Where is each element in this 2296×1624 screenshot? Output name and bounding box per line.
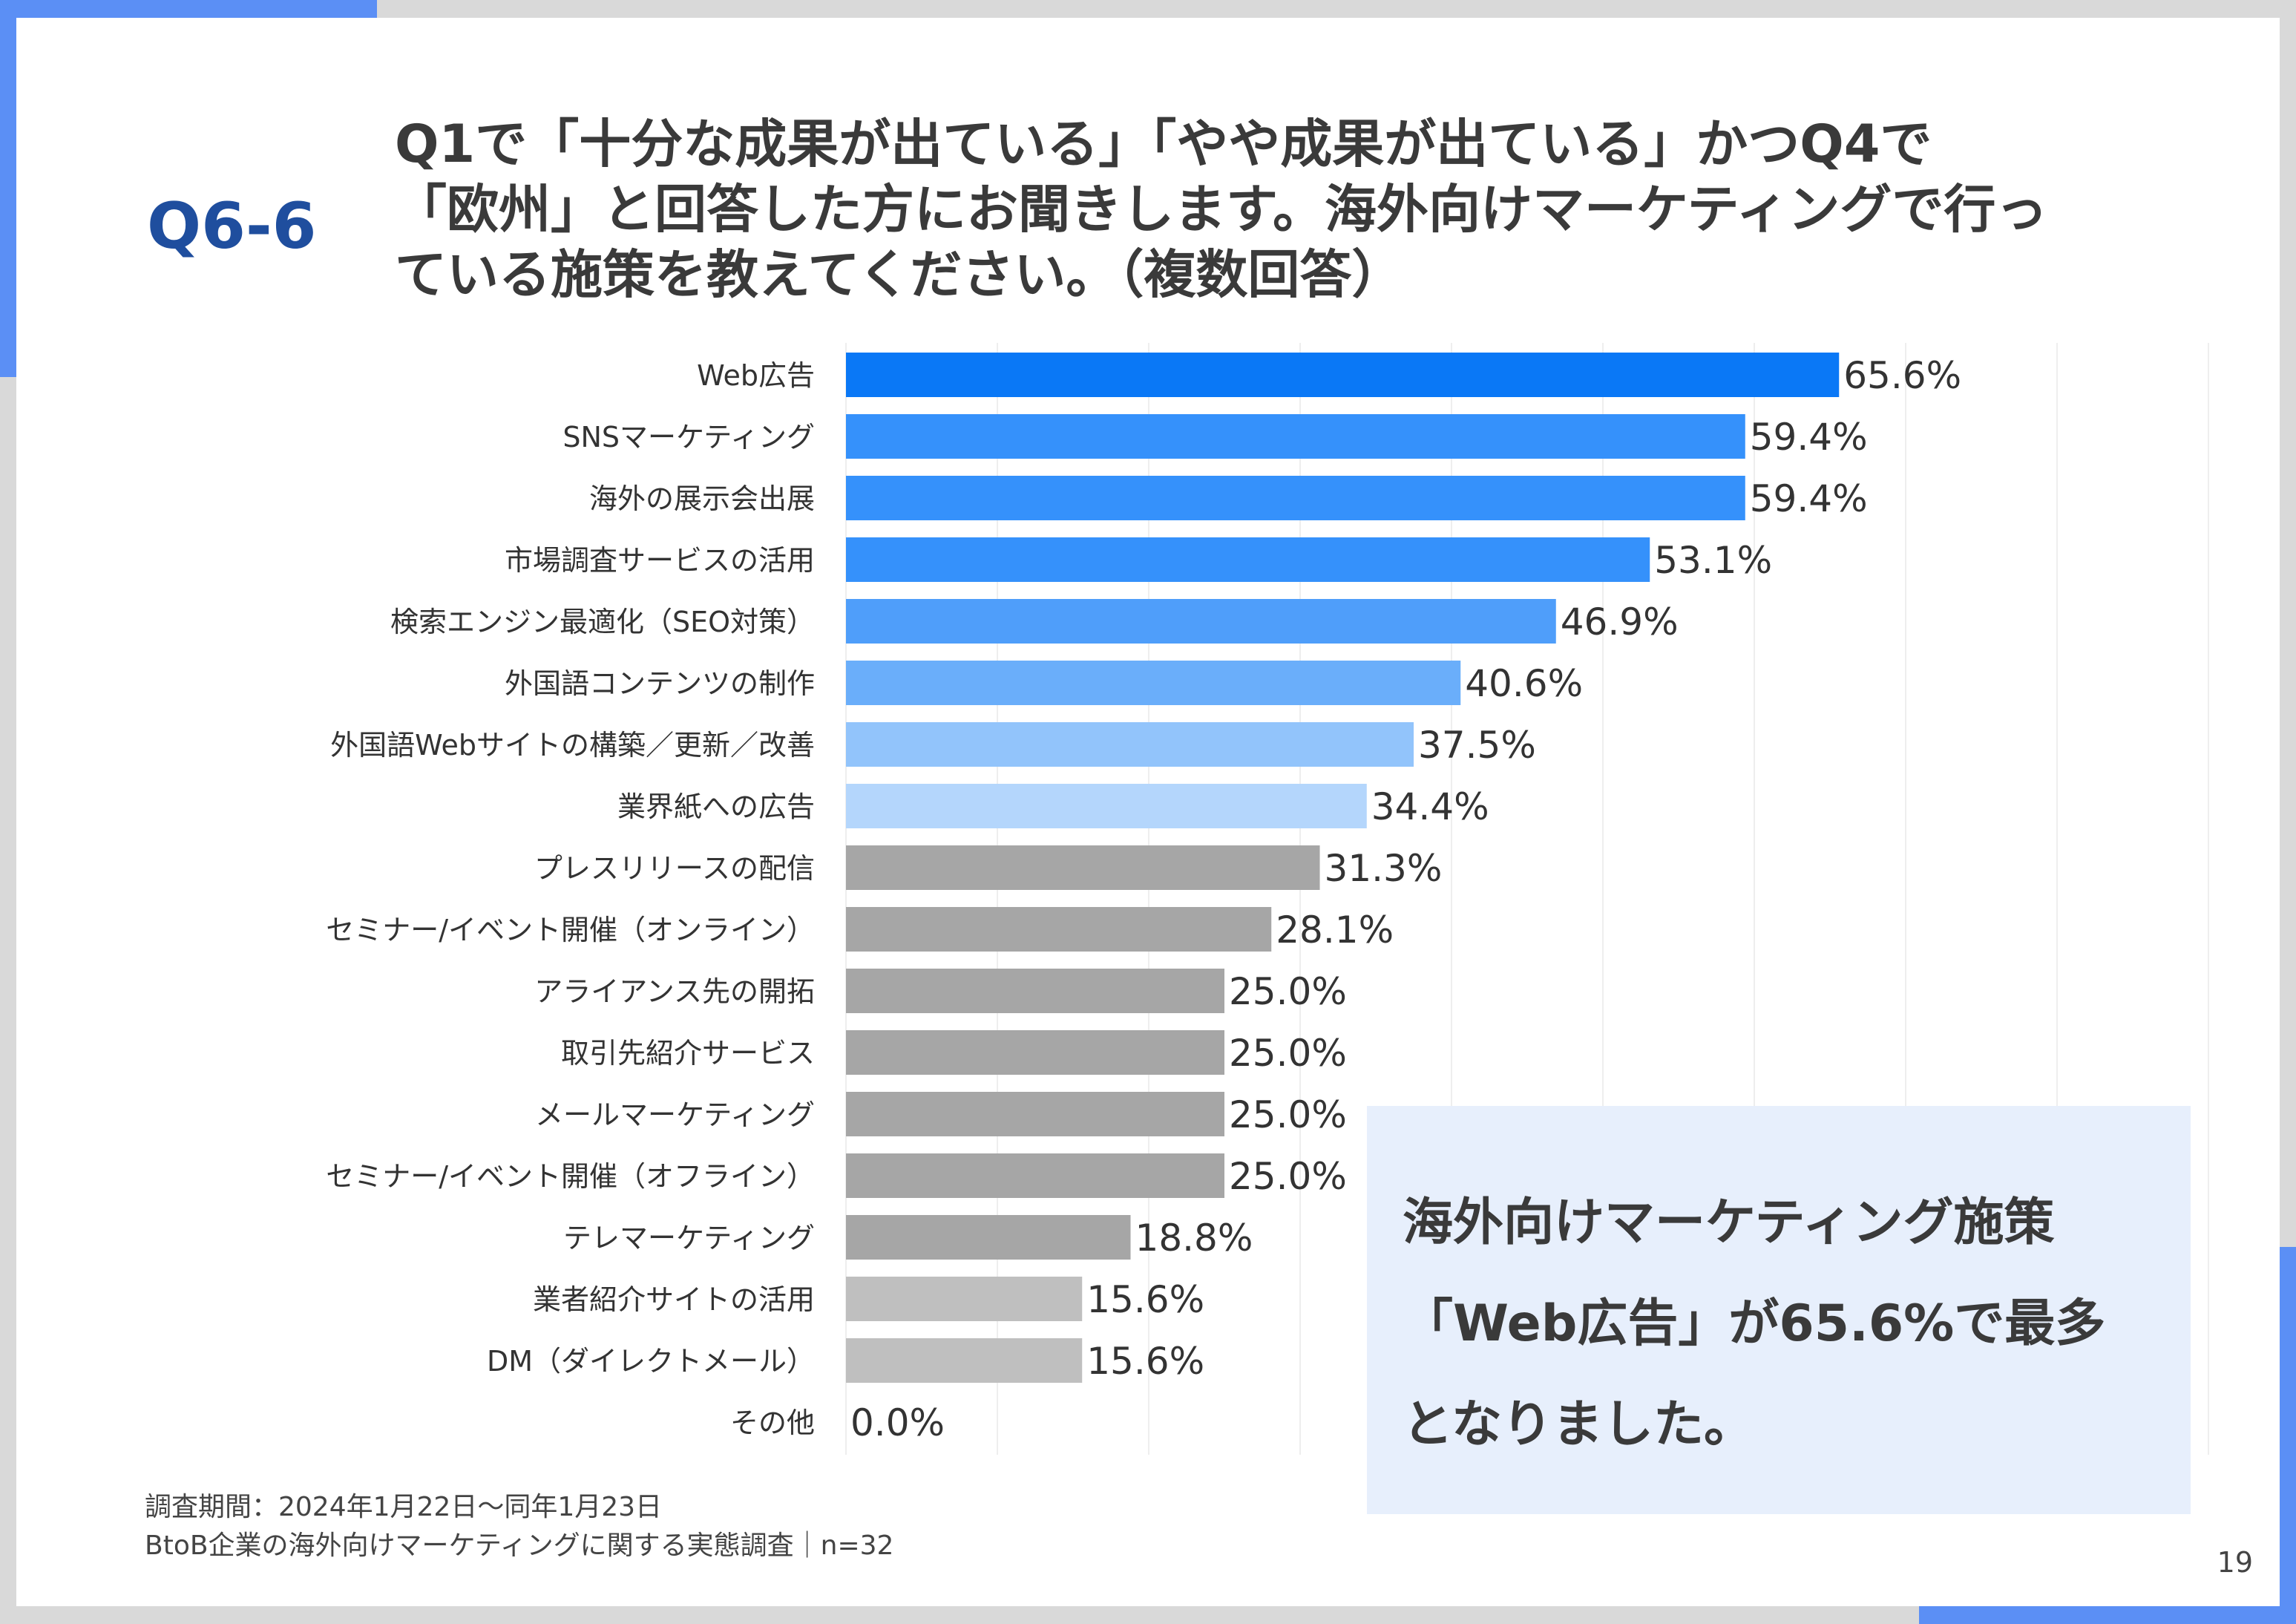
category-label: その他 [730,1407,815,1439]
bar [846,414,1745,459]
category-label: 海外の展示会出展 [589,482,815,515]
value-label: 31.3% [1325,847,1443,890]
category-label: Web広告 [697,359,815,392]
category-label: セミナー/イベント開催（オフライン） [326,1160,815,1193]
value-label: 18.8% [1135,1217,1253,1260]
question-number: Q6-6 [147,189,317,263]
callout-line: 海外向けマーケティング施策 [1403,1194,2055,1252]
value-label: 34.4% [1371,785,1489,828]
value-label: 40.6% [1465,662,1583,705]
category-label: 検索エンジン最適化（SEO対策） [390,606,815,638]
category-label: セミナー/イベント開催（オンライン） [326,914,815,946]
callout-line: となりました。 [1403,1395,1754,1454]
bar [846,969,1224,1013]
bar [846,784,1367,828]
bar [846,1153,1224,1198]
bar [846,599,1556,644]
bar [846,722,1414,767]
page-number: 19 [2217,1546,2253,1579]
bar [846,845,1320,890]
category-label: 取引先紹介サービス [561,1037,815,1070]
bar [846,1030,1224,1075]
value-label: 25.0% [1229,1155,1347,1198]
value-label: 46.9% [1561,600,1679,644]
value-label: 59.4% [1750,477,1868,520]
value-label: 65.6% [1843,354,1961,397]
category-label: プレスリリースの配信 [534,852,815,885]
value-label: 25.0% [1229,1032,1347,1075]
category-label: DM（ダイレクトメール） [487,1345,815,1378]
category-label: 外国語Webサイトの構築／更新／改善 [330,729,815,762]
callout-box: 海外向けマーケティング施策 「Web広告」が65.6%で最多 となりました。 [1367,1106,2191,1514]
value-label: 15.6% [1086,1340,1204,1383]
value-label: 37.5% [1418,724,1536,767]
value-label: 28.1% [1276,908,1394,952]
value-label: 59.4% [1750,416,1868,459]
category-label: SNSマーケティング [562,421,815,454]
bar [846,1277,1083,1321]
question-text: Q1で「十分な成果が出ている」「やや成果が出ている」かつQ4で 「欧州」と回答し… [395,111,2205,307]
survey-period: 調査期間：2024年1月22日～同年1月23日 [145,1492,663,1522]
footnote: 調査期間：2024年1月22日～同年1月23日 BtoB企業の海外向けマーケティ… [145,1488,893,1565]
question-line: Q1で「十分な成果が出ている」「やや成果が出ている」かつQ4で [395,114,1932,174]
bar [846,353,1840,397]
category-label: 業界紙への広告 [617,790,815,823]
category-label: 外国語コンテンツの制作 [505,667,815,700]
bar [846,537,1650,582]
bar [846,1338,1083,1383]
value-label: 15.6% [1086,1278,1204,1321]
value-label: 25.0% [1229,1093,1347,1136]
bar [846,661,1461,705]
value-label: 53.1% [1654,539,1772,582]
category-label: メールマーケティング [535,1099,815,1131]
value-label: 25.0% [1229,970,1347,1013]
value-label: 0.0% [850,1401,945,1444]
callout-line: 「Web広告」が65.6%で最多 [1403,1294,2106,1353]
category-label: 市場調査サービスの活用 [505,544,815,577]
question-line: 「欧州」と回答した方にお聞きします。海外向けマーケティングで行っ [395,179,2048,240]
category-label: アライアンス先の開拓 [534,975,815,1008]
callout-text: 海外向けマーケティング施策 「Web広告」が65.6%で最多 となりました。 [1403,1173,2174,1476]
category-label: テレマーケティング [563,1222,815,1254]
category-label: 業者紹介サイトの活用 [533,1283,815,1316]
survey-source: BtoB企業の海外向けマーケティングに関する実態調査｜n=32 [145,1530,894,1561]
bar [846,907,1272,952]
bar [846,1092,1224,1136]
bar [846,476,1745,520]
bar [846,1215,1131,1260]
question-line: ている施策を教えてください。（複数回答） [395,244,1404,305]
